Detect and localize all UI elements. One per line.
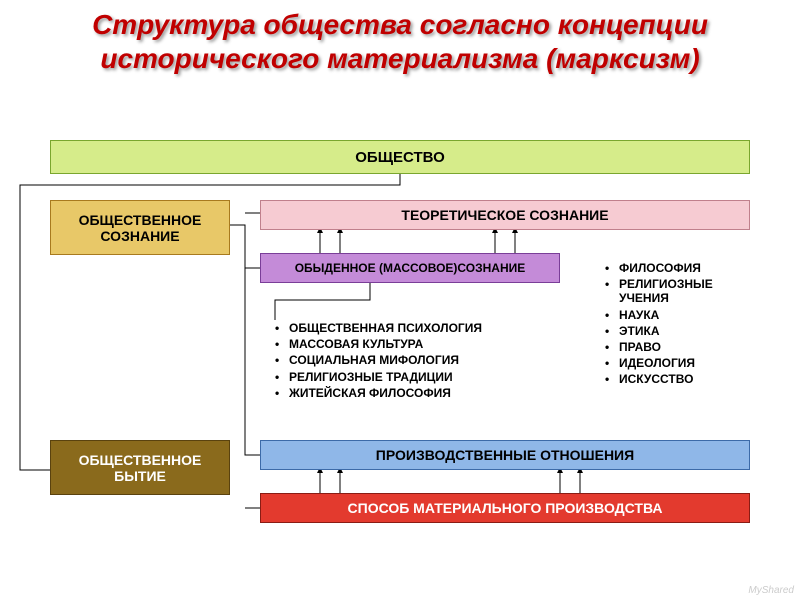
box-society: ОБЩЕСТВО	[50, 140, 750, 174]
list-theoretical_items: ФИЛОСОФИЯРЕЛИГИОЗНЫЕУЧЕНИЯНАУКАЭТИКАПРАВ…	[605, 260, 713, 388]
title-line1: Структура общества согласно концепции	[0, 8, 800, 42]
list-item: ПРАВО	[605, 339, 713, 355]
box-everyday: ОБЫДЕННОЕ (МАССОВОЕ)СОЗНАНИЕ	[260, 253, 560, 283]
list-item: ИСКУССТВО	[605, 371, 713, 387]
box-theoretical: ТЕОРЕТИЧЕСКОЕ СОЗНАНИЕ	[260, 200, 750, 230]
box-social_consciousness: ОБЩЕСТВЕННОЕ СОЗНАНИЕ	[50, 200, 230, 255]
title-line2: исторического материализма (марксизм)	[0, 42, 800, 76]
list-item: РЕЛИГИОЗНЫЕ ТРАДИЦИИ	[275, 369, 482, 385]
list-item: УЧЕНИЯ	[605, 290, 713, 306]
watermark: MyShared	[748, 585, 794, 596]
list-item: ЭТИКА	[605, 323, 713, 339]
list-item: МАССОВАЯ КУЛЬТУРА	[275, 336, 482, 352]
list-item: ИДЕОЛОГИЯ	[605, 355, 713, 371]
list-item: СОЦИАЛЬНАЯ МИФОЛОГИЯ	[275, 352, 482, 368]
box-production_mode: СПОСОБ МАТЕРИАЛЬНОГО ПРОИЗВОДСТВА	[260, 493, 750, 523]
diagram-title: Структура общества согласно концепции ис…	[0, 0, 800, 75]
box-social_being: ОБЩЕСТВЕННОЕ БЫТИЕ	[50, 440, 230, 495]
list-item: НАУКА	[605, 307, 713, 323]
list-everyday_items: ОБЩЕСТВЕННАЯ ПСИХОЛОГИЯМАССОВАЯ КУЛЬТУРА…	[275, 320, 482, 401]
list-item: ОБЩЕСТВЕННАЯ ПСИХОЛОГИЯ	[275, 320, 482, 336]
box-production_relations: ПРОИЗВОДСТВЕННЫЕ ОТНОШЕНИЯ	[260, 440, 750, 470]
list-item: ФИЛОСОФИЯ	[605, 260, 713, 276]
list-item: ЖИТЕЙСКАЯ ФИЛОСОФИЯ	[275, 385, 482, 401]
